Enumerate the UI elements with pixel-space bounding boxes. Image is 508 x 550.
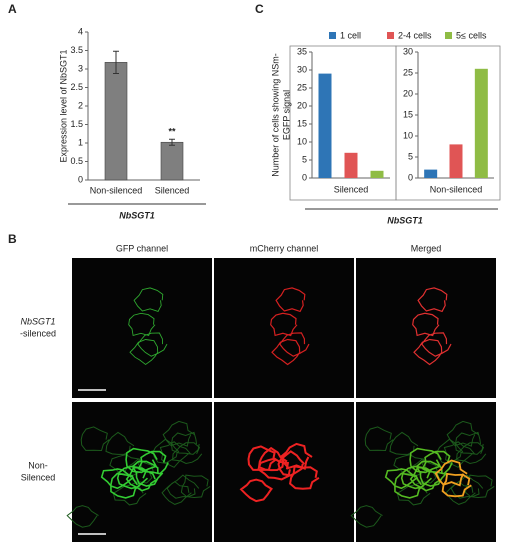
annotation: **	[168, 127, 176, 137]
y-axis-title: Number of cells showing NSm-	[270, 53, 280, 177]
y-tick-label: 30	[297, 64, 307, 74]
cell-outline	[100, 447, 169, 499]
micrograph	[356, 258, 496, 398]
cell-outline	[434, 459, 472, 498]
y-tick-label: 20	[297, 100, 307, 110]
row-label: Non-	[28, 460, 48, 470]
error-bar	[113, 50, 119, 74]
row-label: Silenced	[21, 472, 56, 482]
row-label: -silenced	[20, 328, 56, 338]
y-tick-label: 15	[297, 118, 307, 128]
legend-label: 5≤ cells	[456, 30, 487, 40]
bar	[449, 144, 463, 178]
y-tick-label: 4	[78, 26, 83, 36]
bar	[318, 73, 332, 178]
y-tick-label: 20	[403, 88, 413, 98]
y-tick-label: 2.5	[70, 82, 83, 92]
cell-outline	[128, 287, 168, 366]
y-tick-label: 30	[403, 46, 413, 56]
y-axis-title: EGFP signal	[281, 90, 291, 140]
x-tick-label: Non-silenced	[430, 184, 483, 194]
column-header: GFP channel	[116, 243, 168, 253]
column-header: mCherry channel	[250, 243, 319, 253]
legend-swatch	[387, 32, 394, 39]
cell-outline	[412, 287, 452, 366]
error-bar	[169, 138, 175, 146]
panel-label: C	[255, 2, 264, 16]
column-header: Merged	[411, 243, 442, 253]
micrograph	[72, 258, 212, 398]
y-tick-label: 0	[302, 172, 307, 182]
cell-outline	[270, 287, 310, 366]
y-tick-label: 35	[297, 46, 307, 56]
y-tick-label: 5	[408, 151, 413, 161]
y-tick-label: 10	[403, 130, 413, 140]
y-tick-label: 0	[78, 174, 83, 184]
x-tick-label: Silenced	[155, 185, 190, 195]
bar	[370, 170, 384, 178]
legend-label: 2-4 cells	[398, 30, 432, 40]
y-tick-label: 3	[78, 63, 83, 73]
x-axis-title: NbSGT1	[119, 210, 155, 220]
legend-swatch	[445, 32, 452, 39]
bar	[104, 62, 128, 181]
y-axis-title: Expression level of NbSGT1	[58, 49, 68, 162]
bar	[474, 68, 488, 178]
y-tick-label: 25	[297, 82, 307, 92]
y-tick-label: 1	[78, 137, 83, 147]
row-label: NbSGT1	[20, 316, 55, 326]
y-tick-label: 1.5	[70, 119, 83, 129]
panel-frame	[395, 45, 501, 201]
y-tick-label: 3.5	[70, 45, 83, 55]
legend-swatch	[329, 32, 336, 39]
cell-outline	[239, 442, 320, 503]
y-tick-label: 15	[403, 109, 413, 119]
y-tick-label: 5	[302, 154, 307, 164]
x-tick-label: Non-silenced	[90, 185, 143, 195]
bar	[344, 152, 358, 178]
panel-label: A	[8, 2, 17, 16]
y-tick-label: 25	[403, 67, 413, 77]
bar	[424, 169, 438, 178]
x-tick-label: Silenced	[334, 184, 369, 194]
y-tick-label: 0.5	[70, 156, 83, 166]
legend-label: 1 cell	[340, 30, 361, 40]
y-tick-label: 0	[408, 172, 413, 182]
micrograph	[214, 402, 354, 542]
micrograph	[214, 258, 354, 398]
cell-outline	[384, 447, 453, 499]
bar	[160, 141, 184, 181]
y-tick-label: 2	[78, 100, 83, 110]
y-tick-label: 10	[297, 136, 307, 146]
panel-label: B	[8, 232, 17, 246]
x-axis-title: NbSGT1	[387, 215, 423, 225]
